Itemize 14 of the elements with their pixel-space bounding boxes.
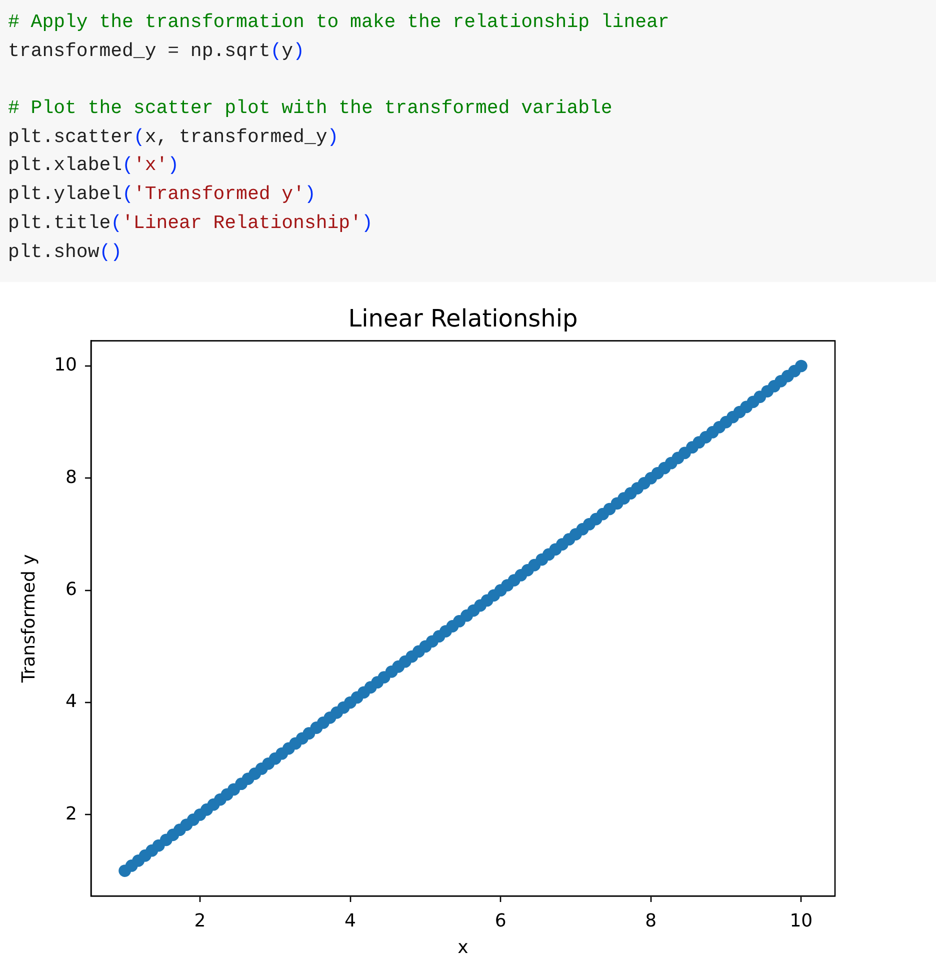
x-tick-label: 8 (645, 910, 657, 932)
x-tick-label: 10 (790, 910, 813, 932)
x-tick-label: 2 (194, 910, 206, 932)
chart-title: Linear Relationship (348, 304, 578, 333)
y-tick-label: 2 (66, 804, 77, 825)
x-tick-label: 6 (494, 910, 506, 932)
y-axis-title: Transformed y (18, 554, 40, 684)
y-tick-label: 4 (66, 691, 77, 712)
text: # Apply the transformation to make the relationship linear transformed_y = np.sqrt(y) # Plot the scatter plot with the transformed variable plt.scatter(x, transformed_y) plt.xlabel('x') plt.ylabel('Transformed y') plt.title('Linear Relationship') plt.show() (8, 11, 670, 262)
y-tick-label: 10 (54, 354, 77, 376)
y-tick-label: 6 (66, 579, 77, 600)
x-axis-title: x (458, 937, 469, 958)
x-tick-label: 4 (344, 910, 356, 932)
y-tick-label: 8 (66, 467, 77, 488)
